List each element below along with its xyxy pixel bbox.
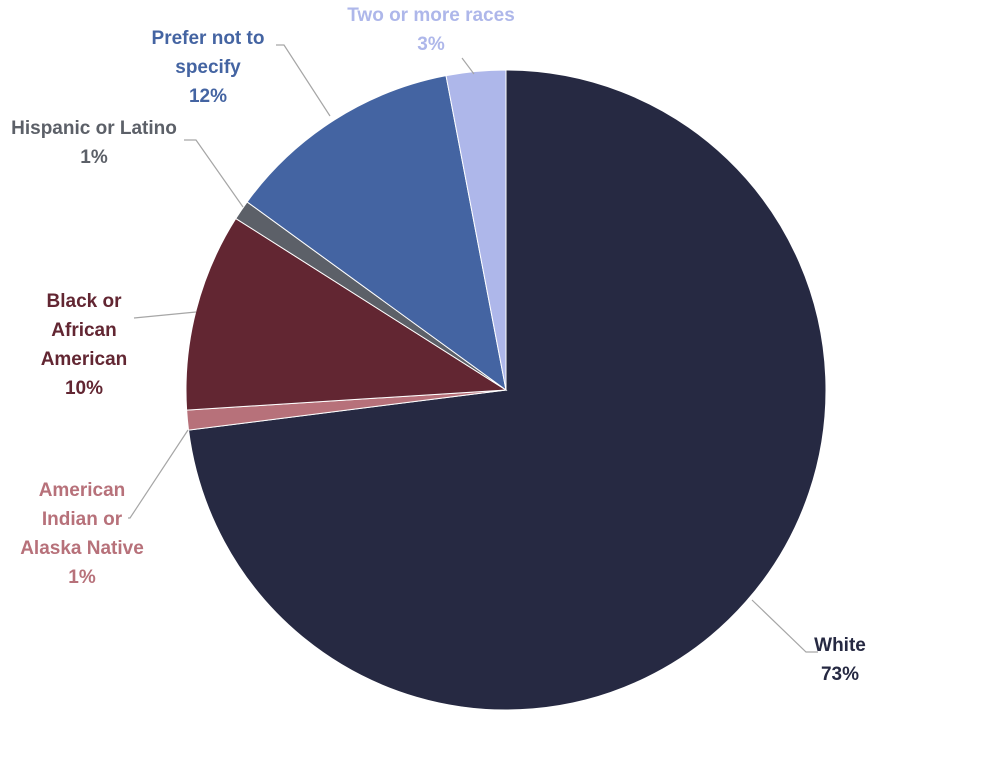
data-label-category: Prefer not to: [152, 28, 265, 49]
data-label-value: 1%: [68, 567, 96, 588]
data-label-category: Alaska Native: [20, 538, 144, 559]
data-label-american-indian-or-alaska-native: American Indian or Alaska Native 1%: [20, 480, 144, 588]
data-label-category: American: [39, 480, 126, 501]
pie-slices: [185, 69, 827, 711]
data-label-category: Black or: [47, 291, 123, 312]
data-label-value: 1%: [80, 147, 108, 168]
data-label-category: Indian or: [42, 509, 123, 530]
leader-line-prefer-not-to-specify: [276, 44, 331, 117]
data-label-category: specify: [175, 57, 241, 78]
slice-white: [187, 69, 827, 711]
data-label-category: African: [51, 320, 116, 341]
data-label-value: 10%: [65, 378, 103, 399]
data-label-white: White 73%: [814, 635, 866, 685]
leader-line-black-or-african-american: [133, 311, 197, 319]
slice-black-or-african-american: [185, 217, 508, 411]
data-labels: White 73% American Indian or Alaska Native 1%…: [11, 5, 866, 685]
leader-line-hispanic-or-latino: [184, 139, 244, 208]
data-label-hispanic-or-latino: Hispanic or Latino 1%: [11, 118, 177, 168]
data-label-value: 12%: [189, 86, 227, 107]
leader-lines: [128, 44, 818, 653]
leader-line-american-indian-or-alaska-native: [128, 429, 189, 519]
data-label-category: Hispanic or Latino: [11, 118, 177, 139]
leader-line-white: [751, 599, 818, 653]
leader-line-two-or-more-races: [461, 57, 475, 75]
data-label-value: 3%: [417, 34, 445, 55]
data-label-value: 73%: [821, 664, 859, 685]
data-label-prefer-not-to-specify: Prefer not to specify 12%: [152, 28, 265, 107]
slice-two-or-more-races: [445, 69, 507, 391]
slice-prefer-not-to-specify: [246, 75, 507, 392]
data-label-black-or-african-american: Black or African American 10%: [41, 291, 128, 399]
data-label-category: American: [41, 349, 128, 370]
data-label-two-or-more-races: Two or more races 3%: [347, 5, 515, 55]
data-label-category: White: [814, 635, 866, 656]
data-label-category: Two or more races: [347, 5, 515, 26]
